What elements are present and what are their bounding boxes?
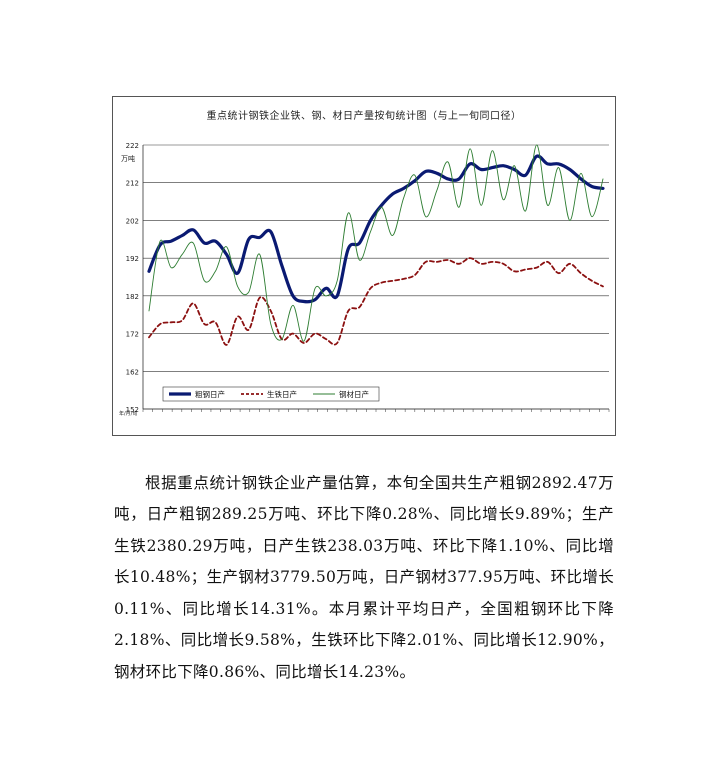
series-line-dashed xyxy=(148,257,604,346)
series-line-solid-thick xyxy=(147,154,605,304)
y-tick-label: 202 xyxy=(126,217,139,225)
y-axis-label: 万吨 xyxy=(121,154,135,163)
chart-container: 重点统计钢铁企业铁、钢、材日产量按旬统计图（与上一旬同口径） 152 162 172… xyxy=(112,96,616,436)
y-tick-label: 222 xyxy=(126,142,139,150)
legend-box xyxy=(162,386,380,402)
series-line-solid-thin xyxy=(148,144,604,342)
y-tick-label: 212 xyxy=(126,180,139,188)
y-tick-label: 172 xyxy=(126,331,139,339)
y-tick-label: 192 xyxy=(126,255,139,263)
line-chart: 152 162 172 182 192 202 212 222 万吨年/月/旬 粗钢日产 生铁日产 钢… xyxy=(119,142,610,417)
y-tick-label: 152 xyxy=(126,406,139,414)
y-tick-label: 182 xyxy=(126,293,139,301)
y-tick-label: 162 xyxy=(126,368,139,376)
legend-entry: 钢材日产 xyxy=(339,389,369,399)
article-paragraph: 根据重点统计钢铁企业产量估算，本旬全国共生产粗钢2892.47万吨，日产粗钢28… xyxy=(114,473,614,681)
x-axis-label: 年/月/旬 xyxy=(119,410,137,417)
legend-entry: 生铁日产 xyxy=(267,389,297,399)
legend-entry: 粗钢日产 xyxy=(195,389,225,399)
chart-title: 重点统计钢铁企业铁、钢、材日产量按旬统计图（与上一旬同口径） xyxy=(206,111,522,122)
